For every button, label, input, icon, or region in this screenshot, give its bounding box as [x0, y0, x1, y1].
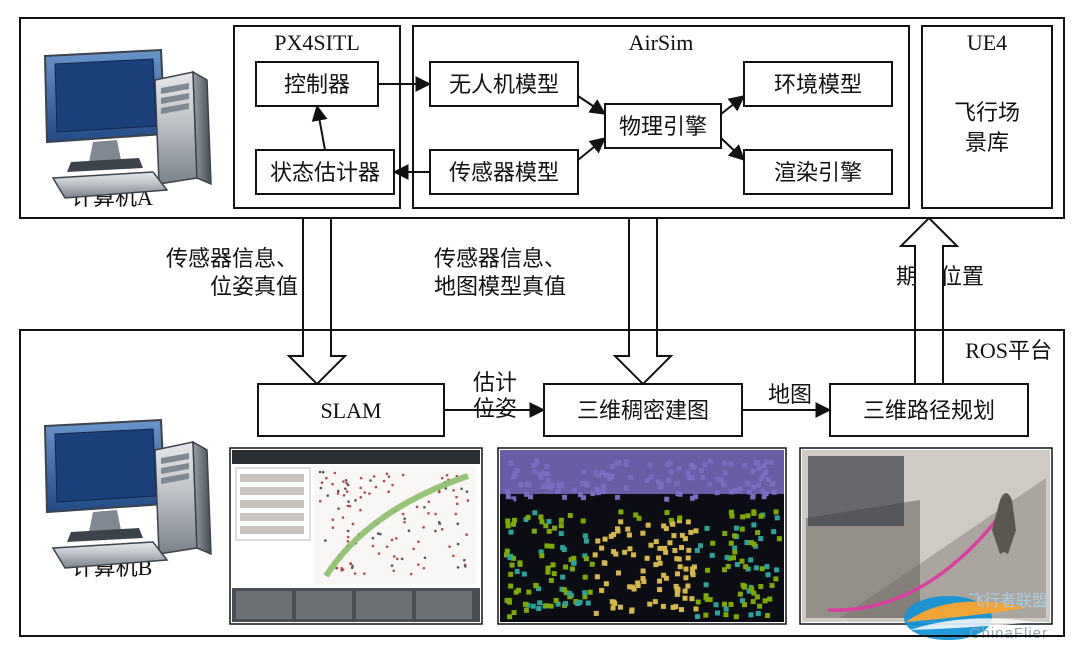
- plan-label: 三维路径规划: [863, 398, 995, 423]
- airsim-uav-label: 无人机模型: [449, 72, 559, 97]
- px4-est-label: 状态估计器: [270, 160, 380, 185]
- airsim-title: AirSim: [629, 30, 694, 55]
- thumb-dense: [498, 448, 786, 624]
- mid-sensor-pose-l1: 传感器信息、: [166, 246, 298, 271]
- wm-text-cn: 飞行者联盟: [968, 592, 1048, 610]
- airsim-phys-label: 物理引擎: [619, 114, 707, 139]
- mid-sensor-pose-l2: 位姿真值: [210, 274, 298, 299]
- wm-text-en: ChinaFlier: [970, 625, 1048, 642]
- ue4-title: UE4: [967, 30, 1007, 55]
- airsim-rend-label: 渲染引擎: [774, 160, 862, 185]
- thumb-slam: [230, 448, 482, 624]
- ue4-label-a: 飞行场: [954, 100, 1020, 125]
- ue4-label-b: 景库: [965, 130, 1009, 155]
- dense-label: 三维稠密建图: [577, 398, 709, 423]
- airsim-sens-label: 传感器模型: [449, 160, 559, 185]
- pose-l2: 位姿: [473, 396, 517, 421]
- slam-label: SLAM: [320, 398, 381, 423]
- airsim-env-label: 环境模型: [774, 72, 862, 97]
- ros-label: ROS平台: [965, 338, 1052, 363]
- px4-title: PX4SITL: [274, 30, 360, 55]
- pose-l1: 估计: [473, 370, 517, 395]
- mid-sensor-map-l1: 传感器信息、: [434, 246, 566, 271]
- diagram-canvas: PX4SITL AirSim UE4 飞行场景库 控制器状态估计器 无人机模型传感器模型 物…: [0, 0, 1080, 651]
- mid-sensor-map-l2: 地图模型真值: [434, 274, 566, 299]
- px4-ctrl-label: 控制器: [284, 72, 350, 97]
- map-l: 地图: [768, 382, 812, 407]
